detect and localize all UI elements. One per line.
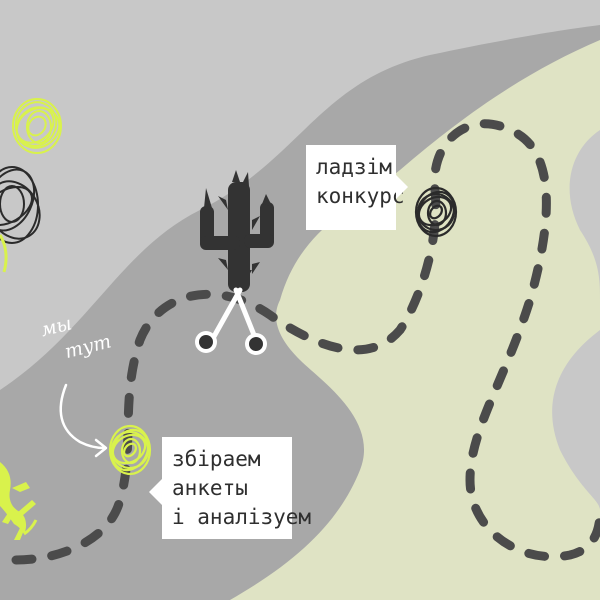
- contest-callout-line-1: ладзім: [316, 155, 392, 179]
- cactus-icon: [200, 170, 274, 292]
- survey-callout-line-2: анкеты: [172, 476, 248, 500]
- contest-callout-line-2: конкурс: [316, 184, 405, 208]
- right-bay-lower: [552, 330, 600, 510]
- yellow-scribble-survey: [108, 424, 152, 476]
- black-scribble-left: [0, 166, 41, 244]
- contest-callout: ладзім конкурс: [306, 145, 408, 230]
- yellow-mark-left: [0, 234, 8, 273]
- lizard-icon: [0, 462, 38, 540]
- survey-callout-line-3: і аналізуем: [172, 505, 312, 529]
- scissors-icon: [195, 287, 267, 355]
- light-green-area: [230, 40, 600, 600]
- black-scribble-contest: [414, 186, 458, 238]
- arrow-icon: [59, 383, 108, 458]
- survey-callout: збіраем анкеты і аналізуем: [149, 437, 312, 539]
- dashed-route: [11, 119, 600, 565]
- yellow-scribble-top: [12, 98, 62, 154]
- right-bay: [569, 130, 600, 300]
- survey-callout-line-1: збіраем: [172, 447, 261, 471]
